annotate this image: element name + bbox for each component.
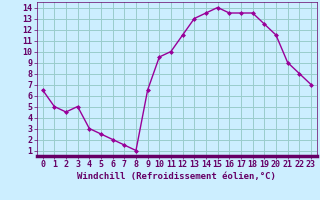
X-axis label: Windchill (Refroidissement éolien,°C): Windchill (Refroidissement éolien,°C): [77, 172, 276, 181]
